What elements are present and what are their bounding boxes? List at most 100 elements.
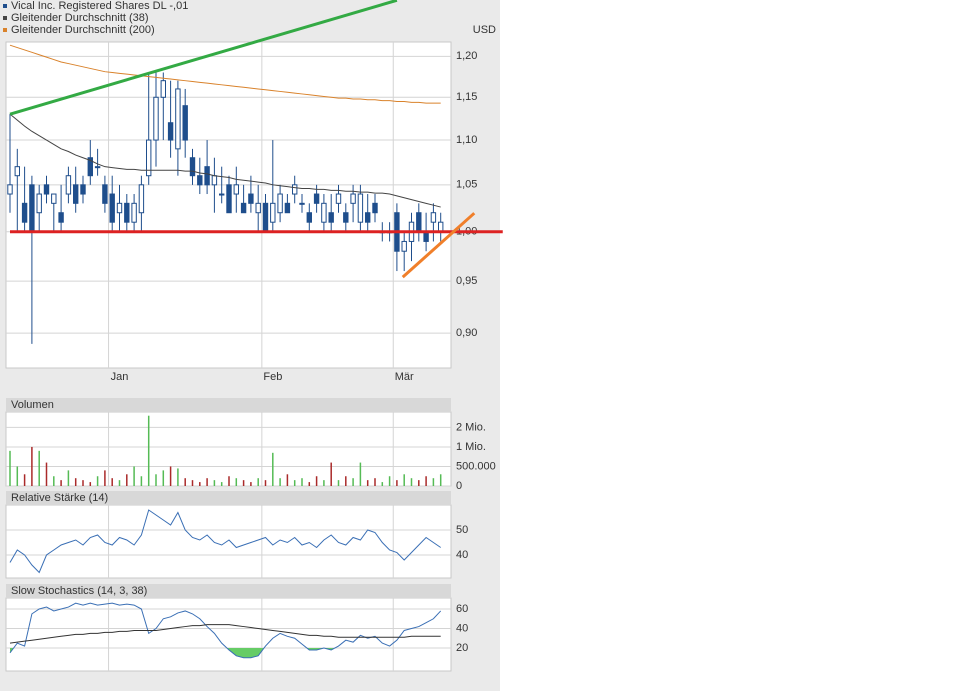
volume-bar [330,462,332,486]
candle-body [167,122,174,141]
legend-label: Gleitender Durchschnitt (200) [11,24,155,36]
volume-bar [147,415,150,486]
y-tick-label: 60 [456,603,468,615]
candle-body [372,202,378,214]
candle-body [124,202,130,223]
candle-body [153,96,159,141]
volume-bar [206,478,208,486]
legend-swatch [3,28,7,32]
legend-label: Gleitender Durchschnitt (38) [11,12,149,24]
candle-body [262,202,269,233]
volume-bar [177,468,179,486]
y-tick-label: 1,10 [456,134,477,146]
volume-bar [82,480,84,486]
y-tick-label: 1,20 [456,50,477,62]
candle-body [146,139,152,177]
x-tick-label: Feb [263,371,282,383]
volume-bar [293,480,296,486]
volume-bar [104,470,106,486]
panel-title: Volumen [11,399,54,411]
candle-body [21,202,28,223]
panel-background [5,504,452,579]
candle-body [189,157,196,177]
volume-bar [67,470,70,486]
moving-average-line [9,44,441,104]
candle-body [306,212,313,223]
volume-bar [38,450,40,486]
candle-body [240,202,247,214]
legend-swatch [3,4,7,8]
panel-header [6,491,451,505]
candle-body [109,193,115,223]
candle-body [80,184,86,195]
currency-label: USD [473,24,496,36]
volume-bar [250,482,252,486]
candle-body [233,184,240,195]
y-tick-label: 1,05 [456,179,477,191]
volume-bar [403,474,405,486]
volume-bar [308,482,311,486]
candle-body [219,193,225,196]
volume-bar [60,480,62,486]
volume-bar [74,478,77,486]
candle-body [277,193,283,214]
y-tick-label: 0 [456,480,462,492]
volume-bar [155,474,157,486]
volume-bar [396,480,398,486]
volume-bar [89,482,92,486]
volume-bar [126,474,128,486]
volume-bar [191,480,194,486]
candle-body [87,157,93,177]
candle-body [182,105,188,141]
candle-body [116,202,123,214]
y-tick-label: 0,90 [456,327,477,339]
candle-body [313,193,320,204]
volume-bar [242,480,245,486]
candle-body [226,184,232,214]
candle-body [248,193,254,204]
legend-label: Vical Inc. Registered Shares DL -,01 [11,0,188,12]
volume-bar [388,476,391,486]
candle-body [102,184,108,204]
candle-body [29,184,35,233]
volume-bar [359,462,362,486]
candle-body [197,175,203,186]
volume-bar [220,482,223,486]
y-tick-label: 2 Mio. [456,421,486,433]
volume-bar [432,478,435,486]
volume-bar [16,466,19,486]
volume-bar [286,474,289,486]
volume-bar [323,480,325,486]
volume-bar [169,466,172,486]
y-tick-label: 40 [456,549,468,561]
indicator-line [9,509,441,574]
candle-body [131,202,137,223]
y-tick-label: 40 [456,622,468,634]
indicator-line [9,602,442,659]
y-tick-label: 0,95 [456,275,477,287]
indicator-line [9,624,441,644]
volume-bar [118,480,121,486]
candle-body [36,193,42,214]
volume-bar [184,478,186,486]
candle-body [416,212,422,233]
candle-body [321,202,327,223]
panel-title: Relative Stärke (14) [11,492,108,504]
volume-bar [133,466,135,486]
y-tick-label: 20 [456,642,468,654]
volume-bar [374,478,376,486]
candle-body [43,184,50,195]
volume-bar [272,452,274,486]
volume-bar [279,478,281,486]
candle-body [430,212,437,223]
volume-bar [9,450,11,486]
y-tick-label: 50 [456,524,468,536]
candle-body [58,212,64,223]
x-tick-label: Mär [395,371,414,383]
y-tick-label: 1 Mio. [456,441,486,453]
volume-bar [140,476,143,486]
volume-bar [418,480,420,486]
trend-line [401,212,476,279]
